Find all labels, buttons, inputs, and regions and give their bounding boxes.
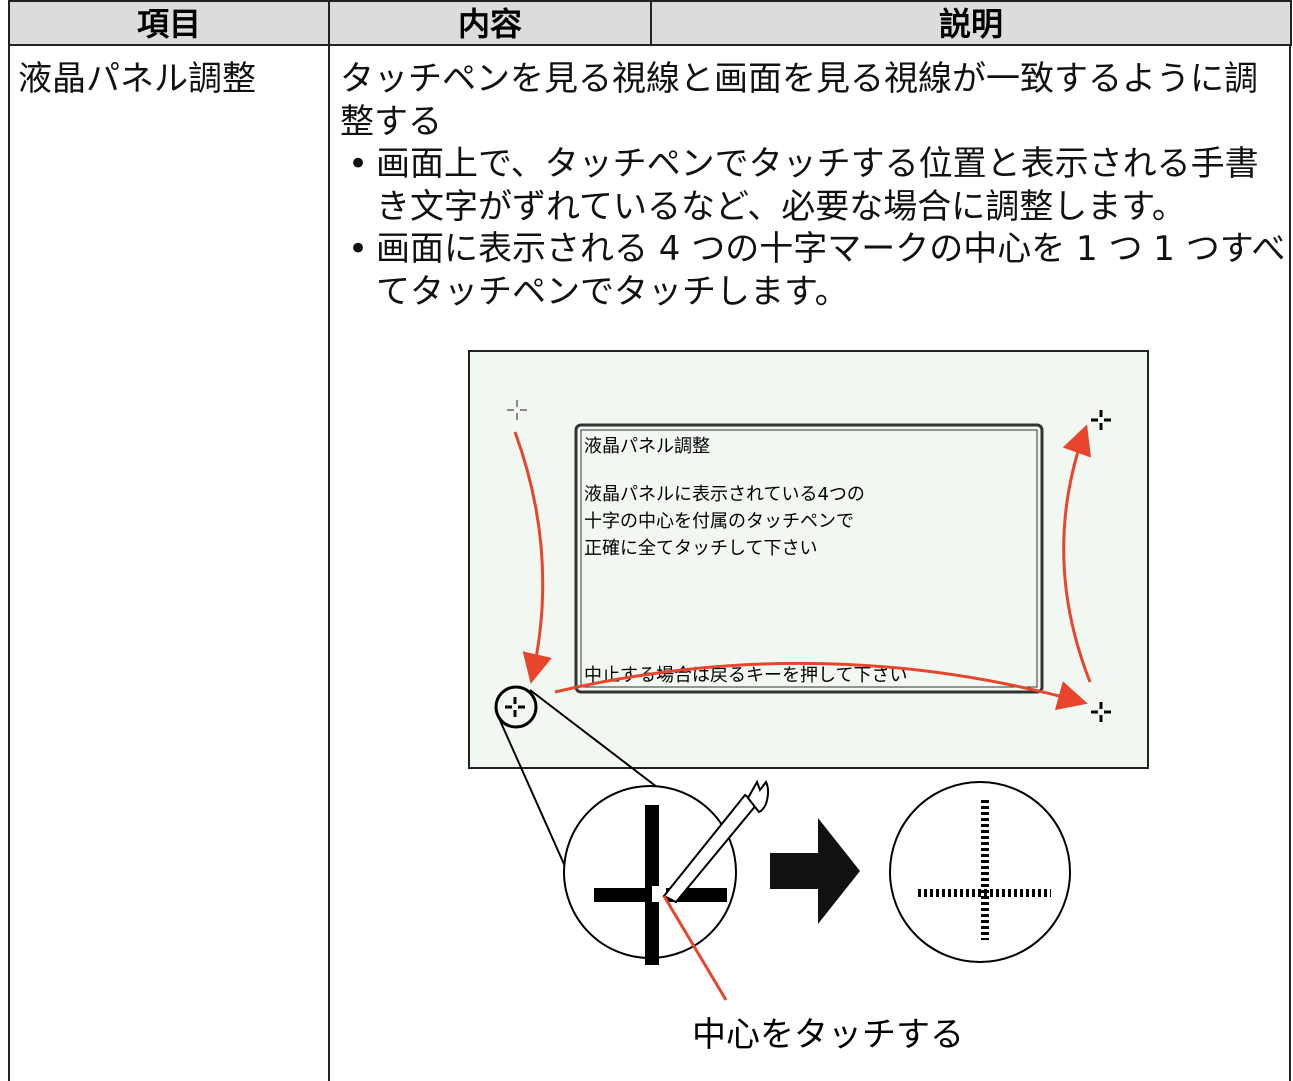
content-cell: タッチペンを見る視線と画面を見る視線が一致するように調整する 画面上で、タッチペ… [340, 58, 1288, 313]
item-cell: 液晶パネル調整 [18, 59, 256, 99]
header-cell: 内容 [328, 0, 652, 46]
bullet: 画面に表示される 4 つの十字マークの中心を 1 つ 1 つすべてタッチペンでタ… [340, 228, 1288, 313]
zoom-source [494, 685, 538, 729]
screen-text: 十字の中心を付属のタッチペンで [584, 511, 854, 532]
dialog [580, 429, 1038, 688]
screen-title: 液晶パネル調整 [584, 436, 710, 457]
header-cell: 説明 [650, 0, 1292, 46]
header-cell: 項目 [8, 0, 330, 46]
border [328, 44, 330, 1081]
screen-text: 中止する場合は戻るキーを押して下さい [584, 665, 907, 686]
dialog [574, 423, 1044, 694]
pointer [662, 895, 728, 1001]
crosshairs [505, 400, 1111, 722]
caption: 中心をタッチする [692, 1015, 964, 1055]
zoom-circle [889, 781, 1071, 963]
screen-text: 液晶パネルに表示されている4つの [584, 484, 865, 505]
border [8, 44, 10, 1081]
content-text: タッチペンを見る視線と画面を見る視線が一致するように調整する [340, 59, 1258, 142]
bullet: 画面上で、タッチペンでタッチする位置と表示される手書き文字がずれているなど、必要… [340, 143, 1288, 228]
border [1289, 44, 1291, 1081]
stylus [662, 779, 769, 904]
cross-gap [652, 886, 666, 902]
arrows [513, 424, 1092, 711]
screen-text: 正確に全てタッチして下さい [584, 538, 817, 559]
cross-dotted [918, 800, 1051, 940]
big-arrow [770, 818, 860, 924]
